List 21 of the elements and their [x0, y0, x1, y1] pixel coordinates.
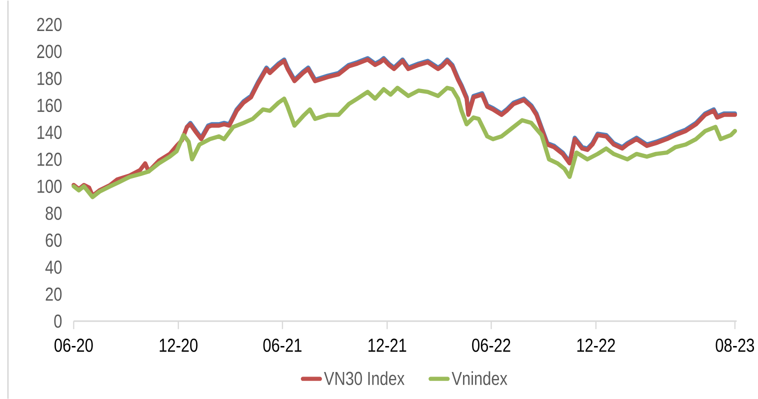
legend-label: VN30 Index	[324, 371, 404, 385]
x-tick-label: 06-20	[54, 338, 93, 352]
legend-label: Vnindex	[452, 371, 508, 385]
y-tick-label: 180	[38, 72, 62, 85]
x-tick-label: 06-21	[263, 338, 302, 352]
y-tick-label: 140	[38, 125, 62, 139]
y-tick-label: 200	[37, 44, 62, 58]
y-tick-label: 60	[46, 233, 62, 247]
y-tick-label: 0	[54, 314, 62, 328]
x-tick-label: 12-21	[368, 338, 406, 352]
y-tick-label: 20	[46, 287, 62, 301]
x-tick-label: 12-22	[577, 338, 615, 352]
x-tick-label: 06-22	[472, 338, 510, 352]
y-tick-label: 220	[37, 18, 62, 31]
y-tick-label: 80	[46, 206, 62, 220]
x-tick-label: 12-20	[160, 338, 198, 352]
y-tick-label: 120	[38, 152, 62, 166]
y-tick-label: 40	[45, 260, 62, 274]
y-tick-label: 100	[38, 179, 62, 193]
x-tick-label: 08-23	[716, 338, 754, 352]
y-tick-label: 160	[38, 98, 62, 112]
